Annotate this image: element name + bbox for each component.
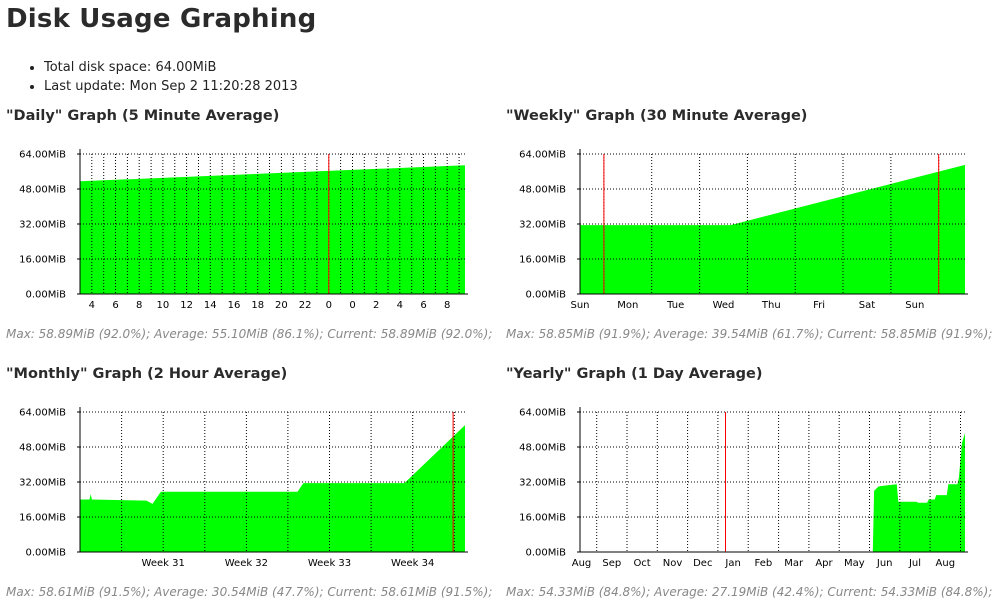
yearly-x-tick-label-7: Mar	[784, 558, 804, 569]
yearly-y-tick-label-1: 16.00MiB	[519, 513, 566, 524]
yearly-x-tick-label-10: Jun	[876, 558, 893, 569]
info-list: Total disk space: 64.00MiB Last update: …	[28, 58, 298, 96]
monthly-y-tick-label-1: 16.00MiB	[19, 513, 66, 524]
daily-x-tick-label-9: 22	[299, 300, 312, 311]
monthly-x-tick-label-2: Week 33	[308, 558, 351, 569]
daily-graph: 0.00MiB 16.00MiB 32.00MiB 48.00MiB 64.00MiB 4…	[19, 149, 468, 311]
monthly-y-tick-label-3: 48.00MiB	[19, 443, 66, 454]
monthly-y-tick-label-2: 32.00MiB	[19, 478, 66, 489]
yearly-y-tick-label-2: 32.00MiB	[519, 478, 566, 489]
weekly-y-tick-label-4: 64.00MiB	[519, 150, 566, 161]
weekly-y-tick-label-2: 32.00MiB	[519, 220, 566, 231]
yearly-y-tick-label-3: 48.00MiB	[519, 443, 566, 454]
monthly-graph-stats: Max: 58.61MiB (91.5%); Average: 30.54MiB…	[6, 585, 493, 599]
weekly-graph-stats: Max: 58.85MiB (91.9%); Average: 39.54MiB…	[506, 327, 993, 341]
monthly-x-tick-label-1: Week 32	[225, 558, 268, 569]
weekly-y-tick-label-0: 0.00MiB	[525, 290, 566, 301]
daily-y-tick-label-3: 48.00MiB	[19, 185, 66, 196]
weekly-series-area-0	[580, 164, 965, 294]
yearly-x-tick-label-1: Sep	[602, 558, 621, 569]
daily-x-tick-label-12: 2	[373, 300, 379, 311]
daily-y-tick-label-4: 64.00MiB	[19, 150, 66, 161]
daily-x-tick-label-10: 0	[326, 300, 332, 311]
yearly-graph-stats: Max: 54.33MiB (84.8%); Average: 27.19MiB…	[506, 585, 993, 599]
daily-x-tick-label-7: 18	[251, 300, 264, 311]
daily-y-tick-label-2: 32.00MiB	[19, 220, 66, 231]
yearly-series-area-0	[872, 433, 965, 552]
monthly-graph: 0.00MiB 16.00MiB 32.00MiB 48.00MiB 64.00MiB W…	[19, 407, 468, 569]
total-disk-space: Total disk space: 64.00MiB	[44, 58, 298, 77]
weekly-y-tick-label-3: 48.00MiB	[519, 185, 566, 196]
yearly-x-tick-label-8: Apr	[815, 558, 833, 569]
daily-x-tick-label-11: 0	[349, 300, 355, 311]
yearly-y-tick-label-0: 0.00MiB	[525, 548, 566, 559]
weekly-x-tick-label-6: Sat	[859, 300, 875, 311]
daily-x-tick-label-1: 6	[112, 300, 118, 311]
yearly-x-tick-label-9: May	[844, 558, 865, 569]
weekly-x-tick-label-2: Tue	[666, 300, 684, 311]
yearly-x-tick-label-12: Aug	[936, 558, 956, 569]
monthly-x-tick-label-3: Week 34	[391, 558, 434, 569]
monthly-series-area-0	[80, 425, 465, 552]
last-update: Last update: Mon Sep 2 11:20:28 2013	[44, 77, 298, 96]
weekly-x-tick-label-1: Mon	[617, 300, 638, 311]
weekly-graph-title: "Weekly" Graph (30 Minute Average)	[506, 108, 808, 124]
yearly-x-tick-label-5: Jan	[724, 558, 740, 569]
monthly-y-tick-label-4: 64.00MiB	[19, 408, 66, 419]
yearly-x-tick-label-3: Nov	[663, 558, 683, 569]
yearly-x-tick-label-6: Feb	[755, 558, 773, 569]
daily-y-tick-label-0: 0.00MiB	[25, 290, 66, 301]
daily-x-tick-label-15: 8	[444, 300, 450, 311]
weekly-x-tick-label-7: Sun	[905, 300, 924, 311]
weekly-y-tick-label-1: 16.00MiB	[519, 255, 566, 266]
daily-graph-stats: Max: 58.89MiB (92.0%); Average: 55.10MiB…	[6, 327, 493, 341]
daily-x-tick-label-4: 12	[180, 300, 193, 311]
weekly-x-tick-label-5: Fri	[813, 300, 825, 311]
daily-x-tick-label-14: 6	[420, 300, 426, 311]
daily-x-tick-label-2: 8	[136, 300, 142, 311]
monthly-x-tick-label-0: Week 31	[142, 558, 185, 569]
daily-x-tick-label-3: 10	[157, 300, 170, 311]
yearly-graph-title: "Yearly" Graph (1 Day Average)	[506, 366, 763, 382]
daily-graph-title: "Daily" Graph (5 Minute Average)	[6, 108, 280, 124]
weekly-x-tick-label-3: Wed	[713, 300, 735, 311]
yearly-graph: 0.00MiB 16.00MiB 32.00MiB 48.00MiB 64.00MiB A…	[519, 407, 968, 569]
yearly-x-tick-label-0: Aug	[572, 558, 592, 569]
daily-x-tick-label-8: 20	[275, 300, 288, 311]
yearly-y-tick-label-4: 64.00MiB	[519, 408, 566, 419]
weekly-x-tick-label-0: Sun	[570, 300, 589, 311]
weekly-graph: 0.00MiB 16.00MiB 32.00MiB 48.00MiB 64.00MiB S…	[519, 149, 968, 311]
daily-x-tick-label-13: 4	[397, 300, 403, 311]
daily-x-tick-label-5: 14	[204, 300, 217, 311]
yearly-x-tick-label-2: Oct	[633, 558, 650, 569]
daily-y-tick-label-1: 16.00MiB	[19, 255, 66, 266]
monthly-y-tick-label-0: 0.00MiB	[25, 548, 66, 559]
weekly-x-tick-label-4: Thu	[761, 300, 781, 311]
yearly-x-tick-label-11: Jul	[908, 558, 921, 569]
yearly-x-tick-label-4: Dec	[693, 558, 712, 569]
daily-x-tick-label-0: 4	[89, 300, 95, 311]
daily-x-tick-label-6: 16	[228, 300, 241, 311]
monthly-graph-title: "Monthly" Graph (2 Hour Average)	[6, 366, 288, 382]
page-title: Disk Usage Graphing	[6, 4, 317, 34]
daily-series-area-0	[80, 165, 465, 294]
